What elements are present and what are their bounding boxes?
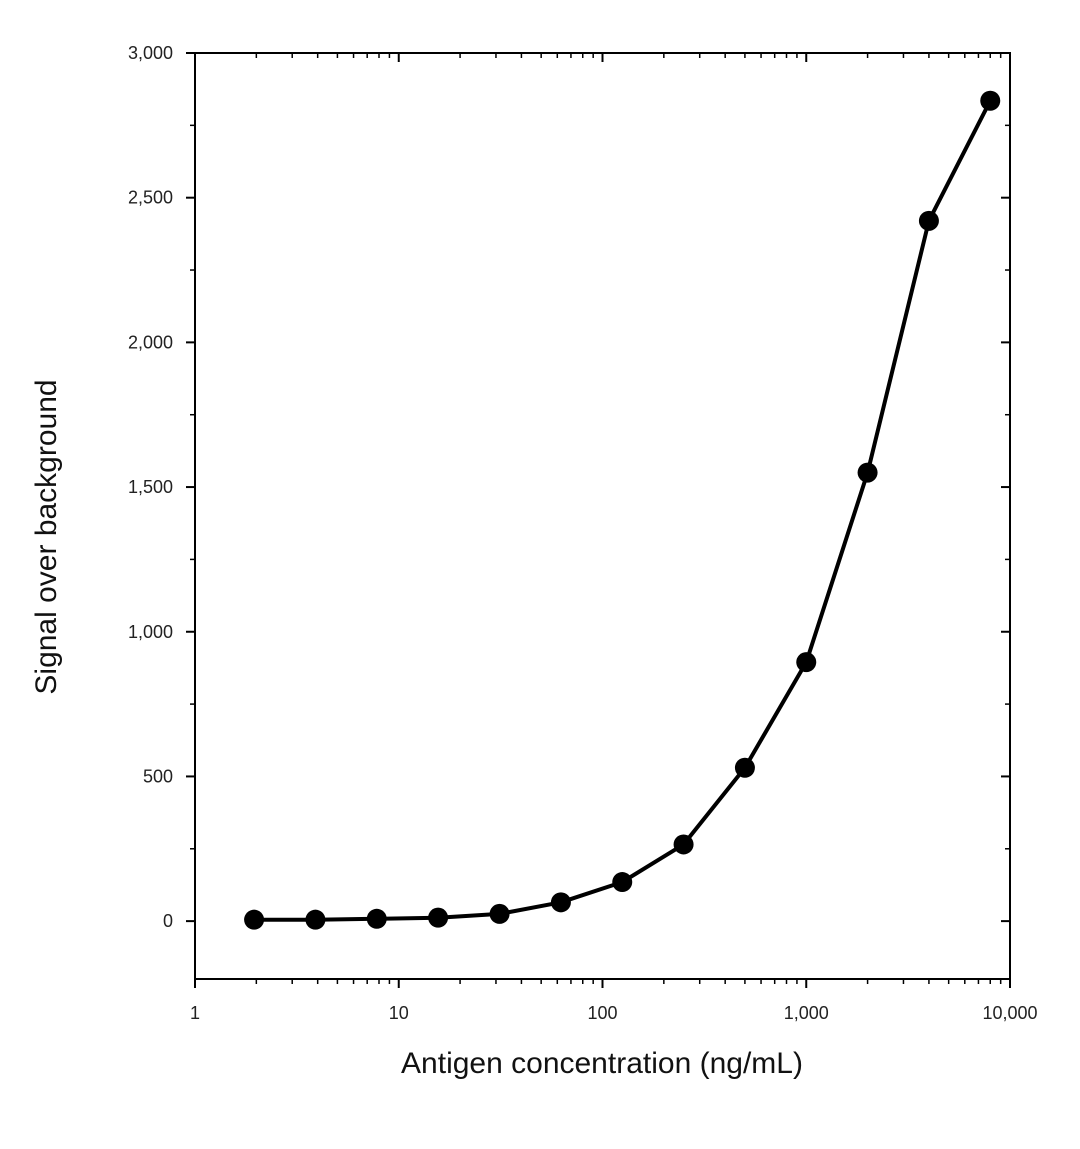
data-point bbox=[612, 872, 633, 893]
x-tick-label: 100 bbox=[587, 1003, 617, 1023]
data-point bbox=[673, 834, 694, 855]
y-tick-label: 3,000 bbox=[128, 43, 173, 63]
data-point bbox=[980, 90, 1001, 111]
data-point bbox=[428, 907, 449, 928]
data-point bbox=[857, 462, 878, 483]
y-tick-label: 0 bbox=[163, 911, 173, 931]
data-point bbox=[305, 909, 326, 930]
x-tick-label: 1,000 bbox=[784, 1003, 829, 1023]
y-tick-label: 2,000 bbox=[128, 332, 173, 352]
data-point bbox=[366, 908, 387, 929]
data-point bbox=[918, 210, 939, 231]
x-tick-label: 10,000 bbox=[982, 1003, 1037, 1023]
data-point bbox=[489, 903, 510, 924]
y-tick-label: 1,500 bbox=[128, 477, 173, 497]
x-tick-label: 10 bbox=[389, 1003, 409, 1023]
y-axis-title: Signal over background bbox=[30, 379, 63, 694]
y-tick-label: 500 bbox=[143, 766, 173, 786]
x-axis-title: Antigen concentration (ng/mL) bbox=[401, 1047, 803, 1080]
data-points bbox=[244, 90, 1001, 930]
data-point bbox=[244, 909, 265, 930]
x-axis-ticks: 1 10 100 1,000 10,000 bbox=[190, 53, 1038, 1023]
plot-frame bbox=[194, 52, 1011, 980]
x-tick-label: 1 bbox=[190, 1003, 200, 1023]
y-tick-label: 1,000 bbox=[128, 622, 173, 642]
data-point bbox=[734, 757, 755, 778]
data-point bbox=[796, 652, 817, 673]
data-point bbox=[550, 892, 571, 913]
y-axis-ticks: 0 500 1,000 1,500 2,000 2,500 3,000 bbox=[128, 43, 1010, 931]
y-tick-label: 2,500 bbox=[128, 188, 173, 208]
series-line bbox=[254, 99, 993, 922]
